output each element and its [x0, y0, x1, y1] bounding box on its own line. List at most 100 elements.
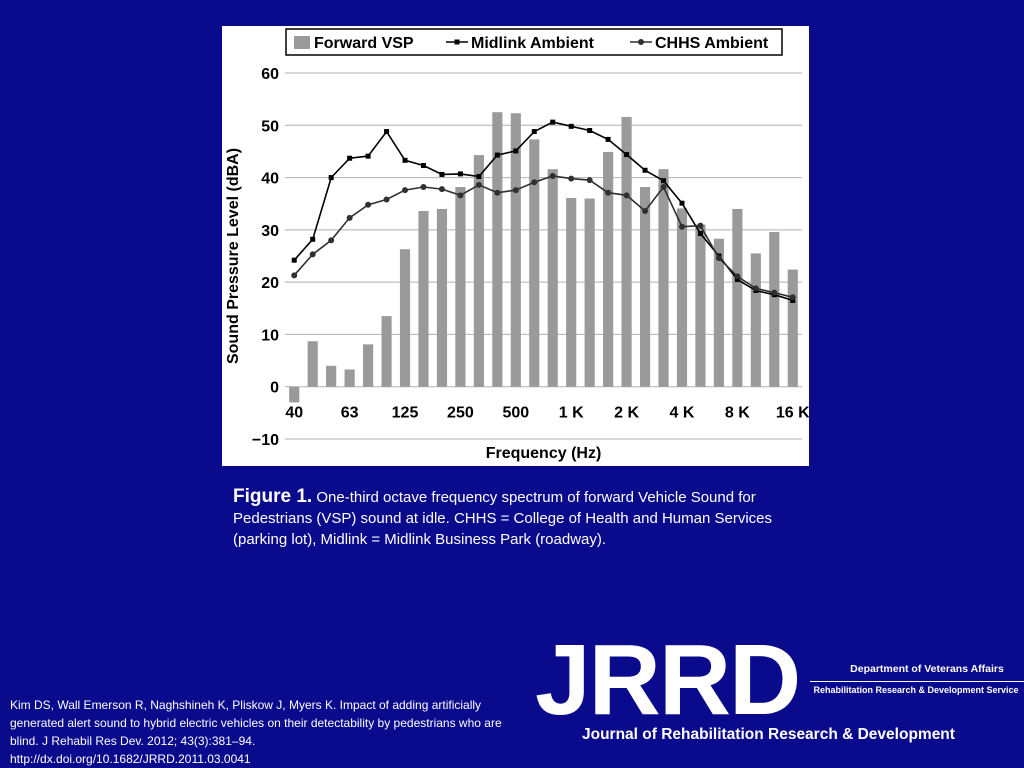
y-tick-label: 0 — [270, 380, 279, 397]
bar — [603, 151, 614, 387]
logo-divider — [810, 681, 1024, 682]
y-tick-label: 50 — [261, 118, 279, 135]
data-point — [789, 294, 796, 301]
data-point — [402, 187, 409, 194]
data-point — [605, 189, 612, 196]
data-point — [678, 223, 685, 230]
data-point — [568, 123, 574, 129]
bar — [307, 341, 318, 387]
bar — [418, 211, 429, 387]
citation-url[interactable]: http://dx.doi.org/10.1682/JRRD.2011.03.0… — [10, 752, 251, 766]
bar — [639, 186, 651, 387]
data-point — [494, 189, 501, 196]
bar — [658, 169, 669, 387]
bar — [769, 231, 780, 387]
data-point — [291, 257, 297, 263]
bar — [750, 253, 761, 387]
bar — [547, 169, 558, 387]
y-tick-label: −10 — [252, 432, 279, 449]
data-point — [457, 171, 463, 177]
data-point — [384, 129, 390, 135]
data-point — [346, 214, 353, 221]
legend-box — [285, 28, 783, 56]
data-point — [549, 173, 556, 180]
data-point — [605, 136, 611, 142]
data-point — [660, 183, 667, 190]
data-point — [438, 186, 445, 193]
data-point — [310, 236, 316, 242]
bar — [676, 208, 688, 387]
bar — [344, 369, 355, 387]
y-tick-label: 40 — [261, 171, 279, 188]
data-point — [697, 231, 703, 237]
data-point — [624, 152, 630, 158]
bar — [399, 249, 411, 387]
data-point — [291, 272, 298, 279]
data-point — [642, 208, 649, 215]
legend-label: CHHS Ambient — [655, 35, 769, 52]
series-line — [293, 121, 794, 302]
x-tick-label: 8 K — [725, 405, 750, 422]
y-tick-label: 60 — [261, 66, 279, 83]
x-tick-label: 250 — [447, 405, 474, 422]
y-axis-title: Sound Pressure Level (dBA) — [225, 148, 242, 364]
data-point — [402, 157, 408, 163]
data-point — [513, 148, 519, 154]
data-point — [531, 179, 538, 186]
bar — [566, 197, 577, 387]
data-point — [420, 163, 426, 169]
series-line — [293, 175, 793, 299]
x-tick-label: 1 K — [559, 405, 584, 422]
x-tick-label: 500 — [502, 405, 529, 422]
data-point — [586, 177, 593, 184]
data-point — [587, 128, 593, 134]
data-point — [715, 255, 722, 262]
caption-text: One-third octave frequency spectrum of f… — [233, 489, 773, 548]
bar — [732, 208, 743, 387]
data-point — [365, 201, 372, 208]
data-point — [328, 175, 334, 181]
bar — [492, 112, 503, 387]
bar — [529, 139, 540, 387]
bar — [326, 365, 337, 387]
bar — [289, 386, 300, 403]
x-tick-label: 40 — [285, 405, 303, 422]
logo-journal-name: Journal of Rehabilitation Research & Dev… — [582, 726, 955, 743]
x-tick-label: 4 K — [670, 405, 695, 422]
bar — [621, 116, 632, 387]
data-point — [494, 152, 500, 158]
data-point — [365, 153, 371, 159]
bar — [436, 208, 448, 387]
logo-department: Department of Veterans Affairs — [850, 663, 1004, 675]
x-axis-title: Frequency (Hz) — [486, 445, 602, 462]
logo-acronym: JRRD — [535, 624, 801, 736]
logo-service: Rehabilitation Research & Development Se… — [813, 685, 1019, 695]
legend-marker — [454, 39, 460, 45]
legend-swatch — [294, 36, 310, 49]
x-tick-label: 63 — [341, 405, 359, 422]
data-point — [568, 175, 575, 182]
bar — [381, 316, 392, 387]
y-tick-label: 10 — [261, 327, 279, 344]
caption-label: Figure 1. — [233, 486, 313, 507]
citation-text: Kim DS, Wall Emerson R, Naghshineh K, Pl… — [10, 698, 502, 748]
bar — [363, 344, 374, 387]
data-point — [512, 187, 519, 194]
data-point — [550, 119, 556, 125]
data-point — [771, 289, 778, 296]
data-point — [420, 183, 427, 190]
chart-figure: 60 50 40 30 20 10 0 −10 40 63 125 250 500 1 K 2 K 4 K 8 … — [222, 26, 809, 466]
bar — [510, 113, 521, 387]
data-point — [734, 273, 741, 280]
figure-caption: Figure 1. One-third octave frequency spe… — [233, 486, 803, 550]
x-tick-label: 2 K — [614, 405, 639, 422]
y-tick-label: 30 — [261, 223, 279, 240]
data-point — [531, 129, 537, 135]
bar — [473, 155, 484, 387]
legend: Forward VSP Midlink Ambient CHHS Ambient — [285, 28, 783, 56]
data-point — [439, 171, 445, 177]
data-point — [679, 200, 685, 206]
data-point — [457, 192, 464, 199]
legend-label: Forward VSP — [314, 35, 414, 52]
data-point — [697, 222, 704, 229]
